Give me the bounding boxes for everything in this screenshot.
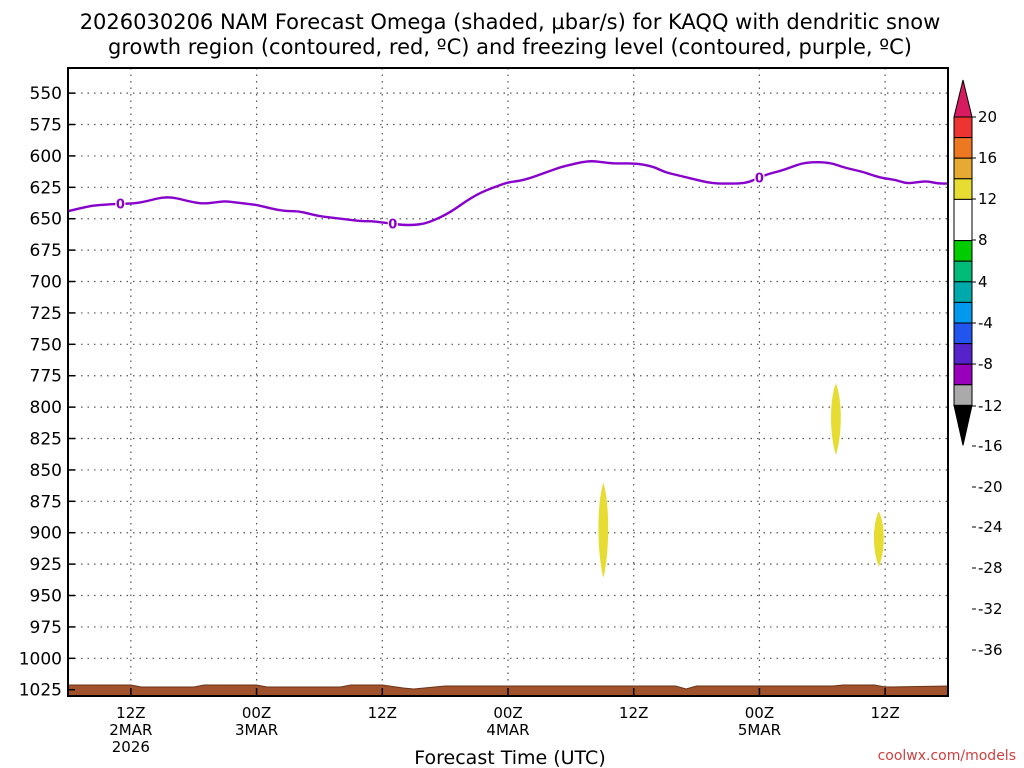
- x-tick-label: 00Z: [242, 704, 271, 722]
- y-tick-label: 550: [30, 84, 62, 104]
- colorbar-segment: [953, 240, 973, 262]
- x-tick-label: 12Z: [116, 704, 145, 722]
- colorbar-segment: [953, 260, 973, 283]
- y-tick-label: 725: [30, 304, 62, 324]
- x-tick-label: 12Z: [870, 704, 899, 722]
- omega-blob: [598, 482, 609, 578]
- colorbar-segment: [953, 281, 973, 303]
- y-tick-label: 825: [30, 430, 62, 450]
- x-tick-label: 4MAR: [486, 721, 529, 739]
- y-tick-label: 625: [30, 178, 62, 198]
- freezing-level-label: 0: [388, 218, 397, 233]
- x-tick-label: 12Z: [368, 704, 397, 722]
- omega-colorbar: 20 16 12 8 4 -4 -8 -12 -16 -20 -24 -28 -32 -36: [953, 79, 1003, 659]
- x-tick-label: 12Z: [619, 704, 648, 722]
- x-tick-label: 00Z: [745, 704, 774, 722]
- plot-area: 0 0 0: [67, 67, 949, 697]
- colorbar-segment: [953, 384, 973, 406]
- colorbar-label: 4: [978, 273, 988, 291]
- x-tick-label: 3MAR: [235, 721, 278, 739]
- colorbar-bottom-arrow: [953, 404, 973, 446]
- y-tick-label: 675: [30, 241, 62, 261]
- y-tick-label: 850: [30, 461, 62, 481]
- colorbar-label: -36: [978, 641, 1003, 659]
- colorbar-segment: [953, 363, 973, 386]
- x-tick-label: 00Z: [493, 704, 522, 722]
- chart-title-line-2: growth region (contoured, red, ºC) and f…: [108, 35, 912, 59]
- freezing-label-bg: [754, 169, 765, 184]
- colorbar-label: -20: [978, 478, 1003, 496]
- colorbar-segment: [953, 322, 973, 345]
- freezing-level-label: 0: [755, 171, 764, 186]
- colorbar-label: -12: [978, 397, 1003, 415]
- colorbar-label: 12: [978, 190, 997, 208]
- y-tick-label: 900: [30, 524, 62, 544]
- y-tick-label: 875: [30, 492, 62, 512]
- omega-blob: [831, 383, 841, 455]
- y-tick-label: 750: [30, 335, 62, 355]
- colorbar-label: -16: [978, 437, 1003, 455]
- colorbar-segment: [953, 198, 973, 242]
- y-tick-label: 600: [30, 147, 62, 167]
- y-tick-label: 700: [30, 273, 62, 293]
- y-tick-label: 1025: [19, 681, 62, 701]
- colorbar-top-arrow: [953, 79, 973, 118]
- colorbar-segment: [953, 178, 973, 200]
- y-tick-label: 975: [30, 618, 62, 638]
- y-axis-ticks: 550 575 600 625 650 675 700 725 750 775 800 825 850 8…: [19, 84, 75, 701]
- omega-shaded-regions: [598, 383, 884, 578]
- y-tick-label: 950: [30, 587, 62, 607]
- freezing-label-bg: [115, 195, 126, 210]
- y-tick-label: 1000: [19, 649, 62, 669]
- x-tick-label: 2MAR: [109, 721, 152, 739]
- y-tick-label: 575: [30, 116, 62, 136]
- colorbar-label: -24: [978, 518, 1003, 536]
- freezing-level-line: [67, 160, 948, 227]
- colorbar-label: 8: [978, 231, 988, 249]
- x-axis-label: Forecast Time (UTC): [414, 747, 605, 768]
- colorbar-label: -4: [978, 314, 993, 332]
- colorbar-segment: [953, 116, 973, 139]
- colorbar-label: 16: [978, 149, 997, 167]
- freezing-level-contour: 0 0 0: [67, 160, 948, 233]
- colorbar-label: -32: [978, 600, 1003, 618]
- omega-blob: [873, 511, 884, 567]
- freezing-level-label: 0: [116, 198, 125, 213]
- y-tick-label: 925: [30, 555, 62, 575]
- y-tick-label: 650: [30, 210, 62, 230]
- colorbar-label: 20: [978, 108, 997, 126]
- colorbar-label: -28: [978, 559, 1003, 577]
- colorbar-segment: [953, 137, 973, 159]
- x-tick-label: 5MAR: [738, 721, 781, 739]
- x-tick-label: 2026: [112, 738, 150, 756]
- colorbar-segment: [953, 301, 973, 324]
- colorbar-segment: [953, 343, 973, 365]
- credit-text: coolwx.com/models: [878, 748, 1016, 764]
- colorbar-label: -8: [978, 355, 993, 373]
- y-tick-label: 800: [30, 398, 62, 418]
- freezing-label-bg: [387, 215, 398, 230]
- colorbar-segment: [953, 157, 973, 180]
- y-tick-label: 775: [30, 367, 62, 387]
- chart-title-line-1: 2026030206 NAM Forecast Omega (shaded, µ…: [80, 10, 941, 34]
